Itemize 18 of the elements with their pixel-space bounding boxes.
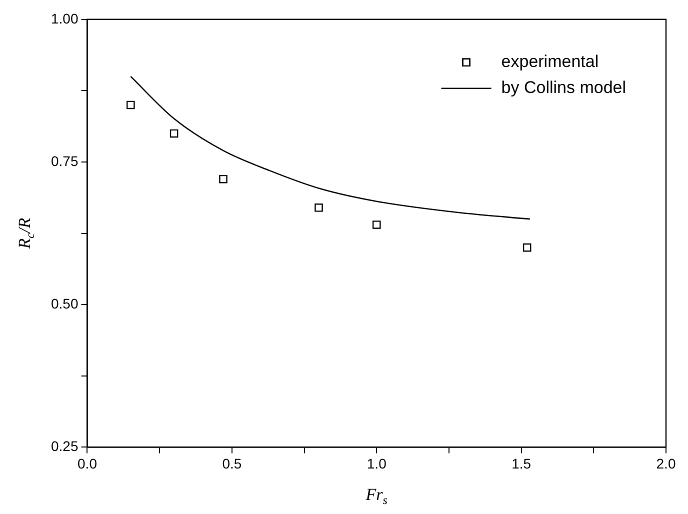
point [219,174,228,184]
y-tick-label: 1.00 [51,10,78,26]
point [126,100,135,110]
point [170,129,178,138]
y-tick-label: 0.50 [51,295,78,312]
point [372,220,381,229]
legend-label: by Collins model [501,78,626,98]
x-tick-label: 2.0 [656,455,676,472]
point [522,243,532,252]
x-tick-label: 1.0 [366,455,387,472]
y-tick-label: 0.75 [51,152,78,169]
point [314,203,323,212]
y-tick-label: 0.25 [51,438,78,454]
x-tick-label: 0.0 [78,455,98,472]
x-tick-label: 1.5 [512,455,532,472]
y-axis-title: Rc/R [15,217,37,250]
legend-label: experimental [501,52,599,72]
x-tick-label: 0.5 [222,455,242,472]
